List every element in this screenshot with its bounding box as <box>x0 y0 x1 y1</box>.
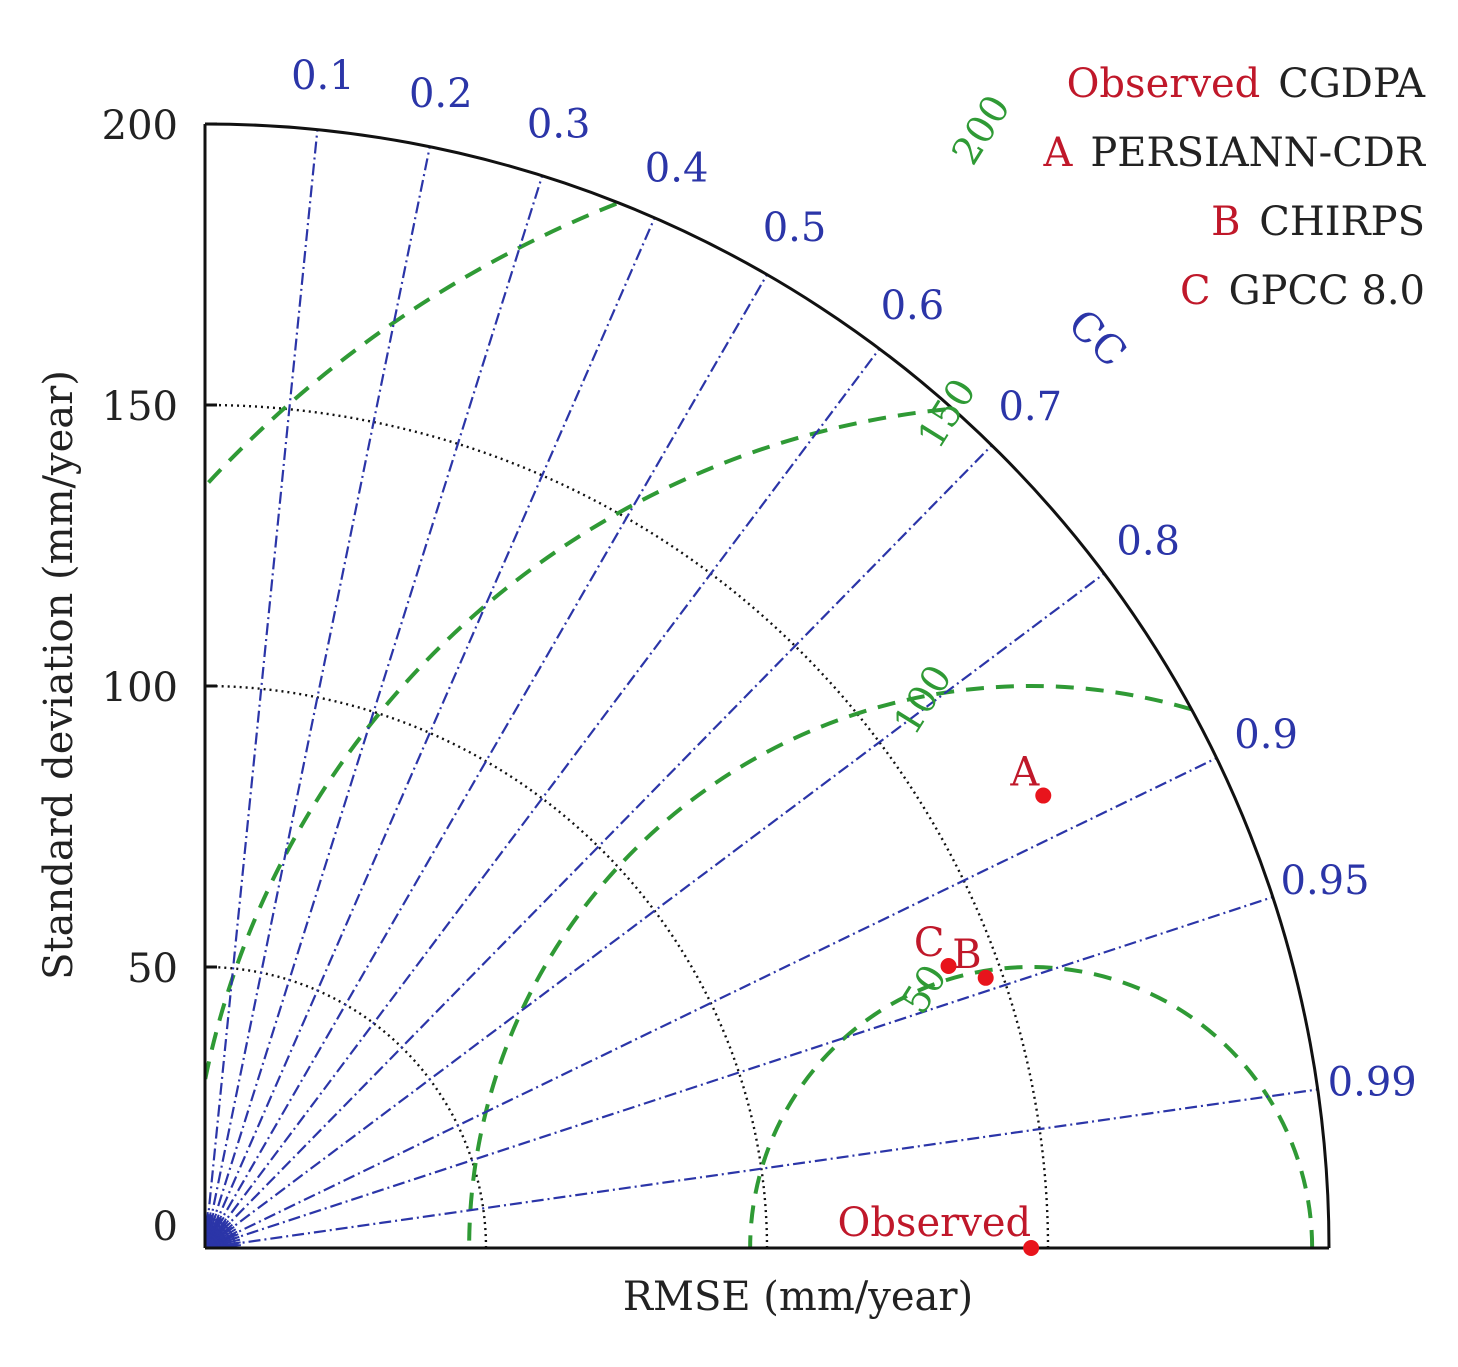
rmse-contour-label: 200 <box>943 87 1019 172</box>
point-a <box>1035 787 1052 804</box>
cc-fan-arc <box>204 1225 228 1249</box>
legend: Observed CGDPA A PERSIANN-CDR B CHIRPS C GPCC 8… <box>1042 61 1426 314</box>
frame-layer <box>203 122 1331 1250</box>
legend-key: A <box>1042 130 1073 176</box>
point-label-c: C <box>914 920 945 966</box>
cc-label-layer: 0.1 0.2 0.3 0.4 0.5 0.6 0.7 0.8 0.9 0.95 0.99 <box>291 53 1417 1106</box>
cc-tick-label: 0.3 <box>527 101 591 147</box>
legend-entry: A PERSIANN-CDR <box>1042 130 1426 176</box>
legend-label: GPCC 8.0 <box>1229 268 1425 314</box>
cc-line-0.9 <box>204 757 1218 1249</box>
rmse-contour-label: 150 <box>909 371 985 456</box>
cc-line-0.4 <box>203 217 656 1249</box>
std-arc-50 <box>204 965 488 1249</box>
legend-entry: Observed CGDPA <box>1067 61 1426 107</box>
x-axis-label: RMSE (mm/year) <box>623 1274 973 1320</box>
legend-entry: C GPCC 8.0 <box>1180 268 1425 314</box>
cc-line-0.2 <box>203 146 431 1249</box>
point-layer: Observed A BC <box>838 750 1052 1256</box>
cc-line-0.95 <box>204 895 1274 1250</box>
cc-tick-label: 0.9 <box>1234 712 1298 758</box>
cc-tick-label: 0.1 <box>291 53 355 99</box>
cc-line-0.99 <box>204 1088 1318 1250</box>
cc-line-0.3 <box>203 175 544 1249</box>
cc-fan-arc <box>204 1233 220 1249</box>
point-b <box>977 969 994 986</box>
cc-tick-label: 0.7 <box>998 384 1062 430</box>
legend-entry: B CHIRPS <box>1211 199 1425 245</box>
point-label-a: A <box>1009 750 1040 796</box>
std-tick-label: 150 <box>102 384 178 430</box>
cc-line-0.8 <box>204 572 1105 1249</box>
legend-key: B <box>1211 199 1241 245</box>
legend-label: CGDPA <box>1278 61 1426 107</box>
legend-key: C <box>1180 268 1211 314</box>
point-observed <box>1023 1240 1040 1256</box>
cc-line-0.7 <box>204 444 993 1249</box>
cc-tick-label: 0.99 <box>1328 1060 1417 1106</box>
std-tick-layer: 0 50 100 150 200 <box>102 103 217 1250</box>
legend-label: PERSIANN-CDR <box>1090 130 1427 176</box>
cc-tick-label: 0.6 <box>881 283 945 329</box>
std-arc-layer <box>204 403 1050 1249</box>
std-tick-label: 100 <box>102 665 178 711</box>
cc-tick-label: 0.95 <box>1281 858 1370 904</box>
legend-key: Observed <box>1067 61 1261 107</box>
cc-tick-label: 0.4 <box>645 145 709 191</box>
cc-line-0.6 <box>204 348 881 1249</box>
point-label-b: B <box>952 932 981 978</box>
cc-tick-label: 0.5 <box>763 205 827 251</box>
cc-axis-label: CC <box>1059 301 1135 377</box>
std-tick-label: 200 <box>102 103 178 149</box>
std-tick-label: 50 <box>127 946 178 992</box>
cc-line-layer <box>203 129 1318 1250</box>
rmse-contour-100 <box>467 684 1329 1248</box>
std-arc-150 <box>204 403 1050 1249</box>
cc-tick-label: 0.2 <box>409 71 473 117</box>
cc-line-0.1 <box>203 129 319 1249</box>
legend-label: CHIRPS <box>1259 199 1425 245</box>
point-label-observed: Observed <box>838 1200 1032 1246</box>
std-tick-label: 0 <box>153 1204 178 1250</box>
outer-arc <box>204 122 1331 1249</box>
cc-tick-label: 0.8 <box>1116 519 1180 565</box>
point-c <box>940 957 957 974</box>
rmse-contour-50 <box>748 965 1315 1248</box>
rmse-contour-150 <box>205 403 1329 1248</box>
y-axis-label: Standard deviation (mm/year) <box>36 370 82 980</box>
std-arc-100 <box>204 684 769 1249</box>
cc-line-0.5 <box>204 274 768 1249</box>
